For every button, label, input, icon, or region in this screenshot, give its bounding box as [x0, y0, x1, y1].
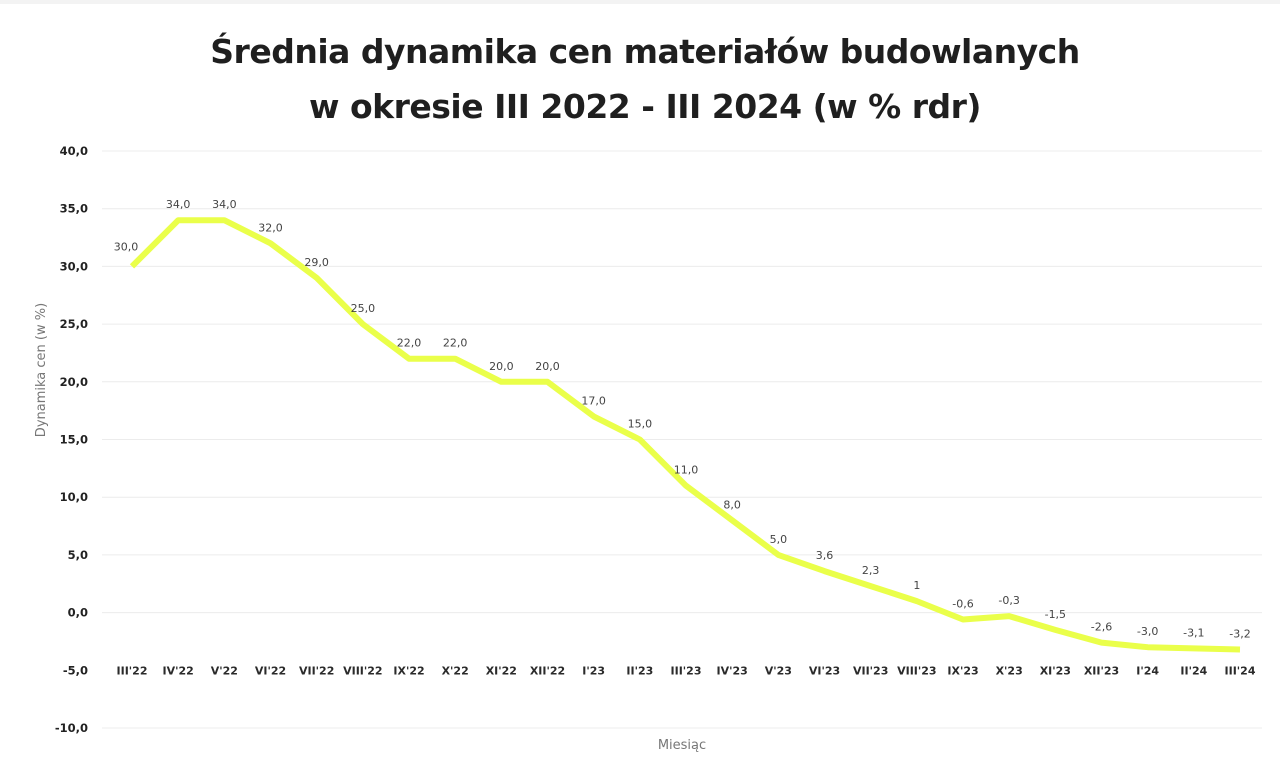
y-tick-label: 20,0 — [60, 375, 88, 389]
chart-title: Średnia dynamika cen materiałów budowlan… — [0, 24, 1280, 134]
x-tick-label: III'22 — [117, 664, 148, 677]
gridlines — [102, 150, 1262, 729]
y-tick-label: 0,0 — [68, 606, 88, 620]
x-tick-label: X'23 — [996, 664, 1023, 677]
x-axis-title: Miesiąc — [658, 738, 706, 753]
y-tick-label: 40,0 — [60, 144, 88, 158]
x-tick-label: VI'23 — [809, 664, 840, 677]
data-label: 25,0 — [351, 302, 376, 315]
y-axis-title: Dynamika cen (w %) — [34, 303, 49, 437]
chart-title-line1: Średnia dynamika cen materiałów budowlan… — [210, 32, 1080, 71]
y-tick-label: -10,0 — [55, 721, 88, 735]
data-label: 32,0 — [258, 221, 283, 234]
data-label: -3,0 — [1137, 625, 1158, 638]
data-label: 22,0 — [443, 337, 468, 350]
x-axis-ticks: III'22 IV'22 V'22 VI'22 VII'22 VIII'22 IX'22 X'… — [117, 664, 1256, 677]
x-tick-label: IX'23 — [947, 664, 978, 677]
y-tick-label: 30,0 — [60, 259, 88, 273]
y-tick-label: -5,0 — [63, 663, 88, 677]
data-label: 17,0 — [581, 394, 606, 407]
x-tick-label: XII'23 — [1084, 664, 1119, 677]
data-label: 8,0 — [723, 498, 741, 511]
x-tick-label: IV'22 — [163, 664, 194, 677]
y-tick-label: 25,0 — [60, 317, 88, 331]
data-labels: 30,0 34,0 34,0 32,0 29,0 25,0 22,0 22,0 20,0 20,0… — [114, 198, 1251, 640]
data-label: -3,1 — [1183, 626, 1204, 639]
x-tick-label: XII'22 — [530, 664, 565, 677]
y-axis-ticks: 40,0 35,0 30,0 25,0 20,0 15,0 10,0 5,0 0,0 -5,0 -1… — [55, 144, 88, 735]
data-label: -2,6 — [1091, 621, 1112, 634]
x-tick-label: V'22 — [211, 664, 238, 677]
data-label: 22,0 — [397, 337, 422, 350]
x-tick-label: V'23 — [765, 664, 792, 677]
data-label: 20,0 — [489, 360, 514, 373]
data-label: 34,0 — [212, 198, 237, 211]
x-tick-label: VI'22 — [255, 664, 286, 677]
data-label: 34,0 — [166, 198, 191, 211]
y-tick-label: 35,0 — [60, 202, 88, 216]
x-tick-label: II'23 — [626, 664, 653, 677]
data-label: -0,3 — [998, 594, 1019, 607]
data-label: 1 — [913, 579, 920, 592]
x-tick-label: VII'23 — [853, 664, 888, 677]
x-tick-label: X'22 — [442, 664, 469, 677]
data-label: 15,0 — [628, 418, 653, 431]
data-label: 30,0 — [114, 240, 139, 253]
top-border — [0, 0, 1280, 4]
data-label: 2,3 — [862, 564, 880, 577]
data-label: -3,2 — [1229, 628, 1250, 641]
data-label: 3,6 — [816, 549, 834, 562]
x-tick-label: IX'22 — [393, 664, 424, 677]
series-line — [129, 217, 1241, 653]
x-tick-label: II'24 — [1180, 664, 1207, 677]
x-tick-label: I'24 — [1136, 664, 1159, 677]
x-tick-label: VII'22 — [299, 664, 334, 677]
data-label: 11,0 — [674, 464, 699, 477]
x-tick-label: VIII'23 — [897, 664, 936, 677]
data-label: -0,6 — [952, 598, 973, 611]
data-label: -1,5 — [1045, 608, 1066, 621]
chart-title-line2: w okresie III 2022 - III 2024 (w % rdr) — [309, 87, 981, 126]
x-tick-label: XI'23 — [1040, 664, 1071, 677]
data-label: 5,0 — [770, 533, 788, 546]
x-tick-label: I'23 — [582, 664, 605, 677]
y-tick-label: 10,0 — [60, 490, 88, 504]
x-tick-label: III'24 — [1225, 664, 1256, 677]
y-tick-label: 5,0 — [68, 548, 88, 562]
x-tick-label: VIII'22 — [343, 664, 382, 677]
x-tick-label: XI'22 — [486, 664, 517, 677]
x-tick-label: IV'23 — [717, 664, 748, 677]
y-tick-label: 15,0 — [60, 433, 88, 447]
data-label: 20,0 — [535, 360, 560, 373]
data-label: 29,0 — [304, 256, 329, 269]
x-tick-label: III'23 — [671, 664, 702, 677]
